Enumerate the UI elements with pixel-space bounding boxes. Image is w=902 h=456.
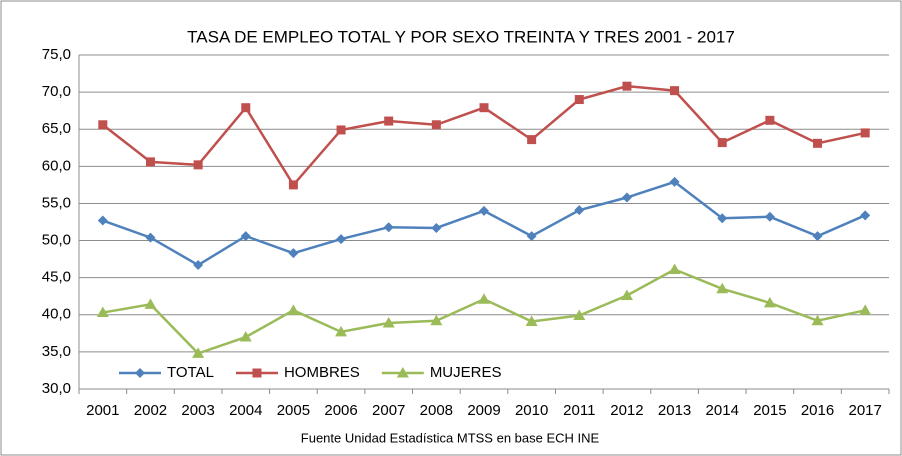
x-tick-label: 2010 [515,402,548,419]
marker [193,160,203,170]
marker [622,81,632,91]
marker [335,325,348,337]
y-tick-label: 70,0 [42,83,71,100]
legend-label: TOTAL [167,364,214,381]
x-tick-label: 2008 [420,402,453,419]
marker [384,116,394,126]
marker [573,309,586,321]
marker [240,231,251,242]
x-tick-label: 2005 [277,402,310,419]
marker [860,210,871,221]
marker [288,180,298,190]
marker [574,95,584,105]
marker [382,316,395,328]
marker [192,347,205,358]
x-tick-label: 2016 [801,402,834,419]
marker [764,211,775,222]
marker [193,260,204,271]
x-tick-label: 2012 [610,402,643,419]
marker [670,86,680,96]
x-tick-label: 2006 [324,402,357,419]
x-tick-label: 2002 [134,402,167,419]
marker [717,138,727,148]
marker [668,263,681,275]
x-tick-label: 2007 [372,402,405,419]
marker [859,304,872,315]
marker [813,138,823,148]
x-tick-label: 2015 [753,402,786,419]
marker [765,115,775,125]
marker [96,306,109,318]
y-tick-label: 45,0 [42,269,71,286]
caption: Fuente Unidad Estadística MTSS en base E… [301,430,600,445]
marker [288,248,299,259]
marker [812,231,823,242]
marker [145,232,156,243]
marker [336,234,347,245]
marker [241,103,251,113]
marker [479,205,489,216]
marker [574,205,585,216]
marker [669,176,680,187]
x-tick-label: 2017 [848,402,881,419]
marker [525,315,538,326]
marker [860,128,870,138]
marker [478,293,490,304]
y-tick-label: 55,0 [42,194,71,211]
marker [239,331,252,342]
marker [479,103,489,113]
marker [621,192,632,203]
marker [431,222,442,233]
x-tick-label: 2003 [181,402,214,419]
y-tick-label: 50,0 [42,232,71,249]
marker [145,157,155,167]
marker [431,120,441,130]
marker [336,125,346,135]
y-tick-label: 60,0 [42,157,71,174]
marker [383,222,394,233]
marker [287,304,300,315]
marker [620,289,633,300]
x-tick-label: 2011 [563,402,595,419]
marker [527,135,537,145]
x-tick-label: 2001 [86,402,119,419]
x-tick-label: 2014 [706,402,739,419]
marker [526,231,537,242]
legend-label: MUJERES [430,364,502,381]
marker [716,282,729,294]
legend-label: HOMBRES [284,364,360,381]
y-tick-label: 40,0 [42,306,71,323]
marker [763,296,776,308]
y-tick-label: 30,0 [42,380,71,397]
marker [144,298,157,309]
marker [430,314,443,326]
y-tick-label: 75,0 [42,46,71,63]
legend-marker [252,368,262,378]
marker [97,215,108,226]
y-tick-label: 65,0 [42,120,71,137]
marker [717,213,728,224]
x-tick-label: 2004 [229,402,262,419]
legend-marker [396,367,409,378]
marker [98,120,108,130]
marker [811,314,824,326]
x-tick-label: 2009 [467,402,500,419]
chart-title: TASA DE EMPLEO TOTAL Y POR SEXO TREINTA … [187,27,735,46]
x-tick-label: 2013 [658,402,691,419]
legend-marker [135,368,145,378]
y-tick-label: 35,0 [42,343,71,360]
